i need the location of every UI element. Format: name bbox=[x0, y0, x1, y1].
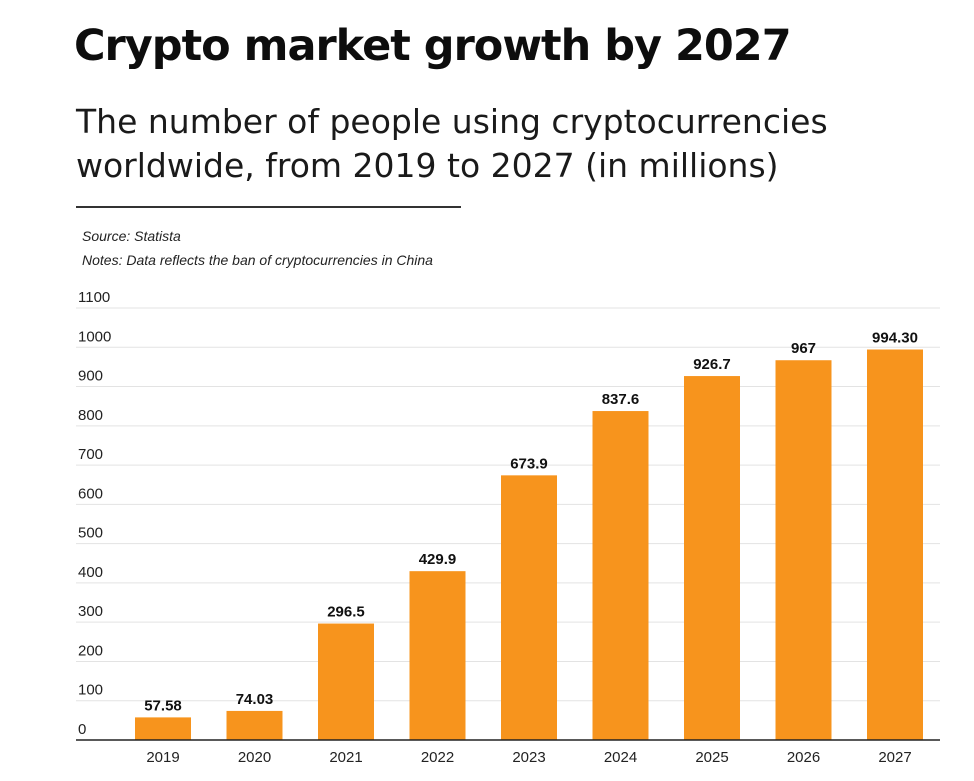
y-tick-label: 700 bbox=[78, 446, 103, 463]
x-tick-label: 2020 bbox=[238, 749, 271, 766]
chart-title: Crypto market growth by 2027 bbox=[74, 21, 792, 71]
y-tick-label: 500 bbox=[78, 525, 103, 542]
x-tick-label: 2024 bbox=[604, 749, 637, 766]
y-tick-label: 800 bbox=[78, 407, 103, 424]
bar bbox=[318, 623, 374, 740]
bar bbox=[684, 376, 740, 740]
bar bbox=[867, 349, 923, 740]
y-tick-label: 0 bbox=[78, 721, 86, 738]
title-divider bbox=[76, 206, 461, 208]
bar-chart: 0 100 200 300 400 500 600 700 800 900 1000 1100 57.5… bbox=[76, 290, 940, 766]
x-tick-label: 2025 bbox=[695, 749, 728, 766]
bar bbox=[775, 360, 832, 740]
bar bbox=[592, 411, 649, 740]
bar-value-label: 926.7 bbox=[693, 356, 731, 373]
bar-value-label: 57.58 bbox=[144, 697, 182, 714]
y-tick-label: 400 bbox=[78, 564, 103, 581]
y-tick-label: 200 bbox=[78, 642, 103, 659]
bar bbox=[409, 571, 466, 740]
y-tick-label: 100 bbox=[78, 682, 103, 699]
bar-value-label: 994.30 bbox=[872, 330, 918, 347]
bar bbox=[226, 710, 283, 740]
y-tick-label: 900 bbox=[78, 368, 103, 385]
y-tick-label: 300 bbox=[78, 603, 103, 620]
y-tick-label: 1000 bbox=[78, 328, 111, 345]
bar bbox=[135, 717, 191, 740]
chart-subtitle: The number of people using cryptocurrenc… bbox=[76, 102, 828, 185]
bar bbox=[501, 475, 557, 740]
x-tick-label: 2027 bbox=[878, 749, 911, 766]
y-tick-label: 600 bbox=[78, 485, 103, 502]
x-tick-label: 2022 bbox=[421, 749, 454, 766]
bar-value-label: 837.6 bbox=[602, 391, 640, 408]
y-tick-label: 1100 bbox=[78, 290, 110, 306]
x-tick-label: 2026 bbox=[787, 749, 820, 766]
bar-value-label: 74.03 bbox=[236, 691, 274, 708]
x-tick-label: 2021 bbox=[329, 749, 362, 766]
bar-value-label: 967 bbox=[791, 340, 816, 357]
source-note: Source: Statista bbox=[82, 228, 181, 244]
data-note: Notes: Data reflects the ban of cryptocu… bbox=[82, 252, 433, 268]
x-tick-label: 2023 bbox=[512, 749, 545, 766]
bar-value-label: 429.9 bbox=[419, 551, 457, 568]
bar-value-label: 673.9 bbox=[510, 455, 548, 472]
x-tick-label: 2019 bbox=[146, 749, 179, 766]
bar-value-label: 296.5 bbox=[327, 604, 365, 621]
